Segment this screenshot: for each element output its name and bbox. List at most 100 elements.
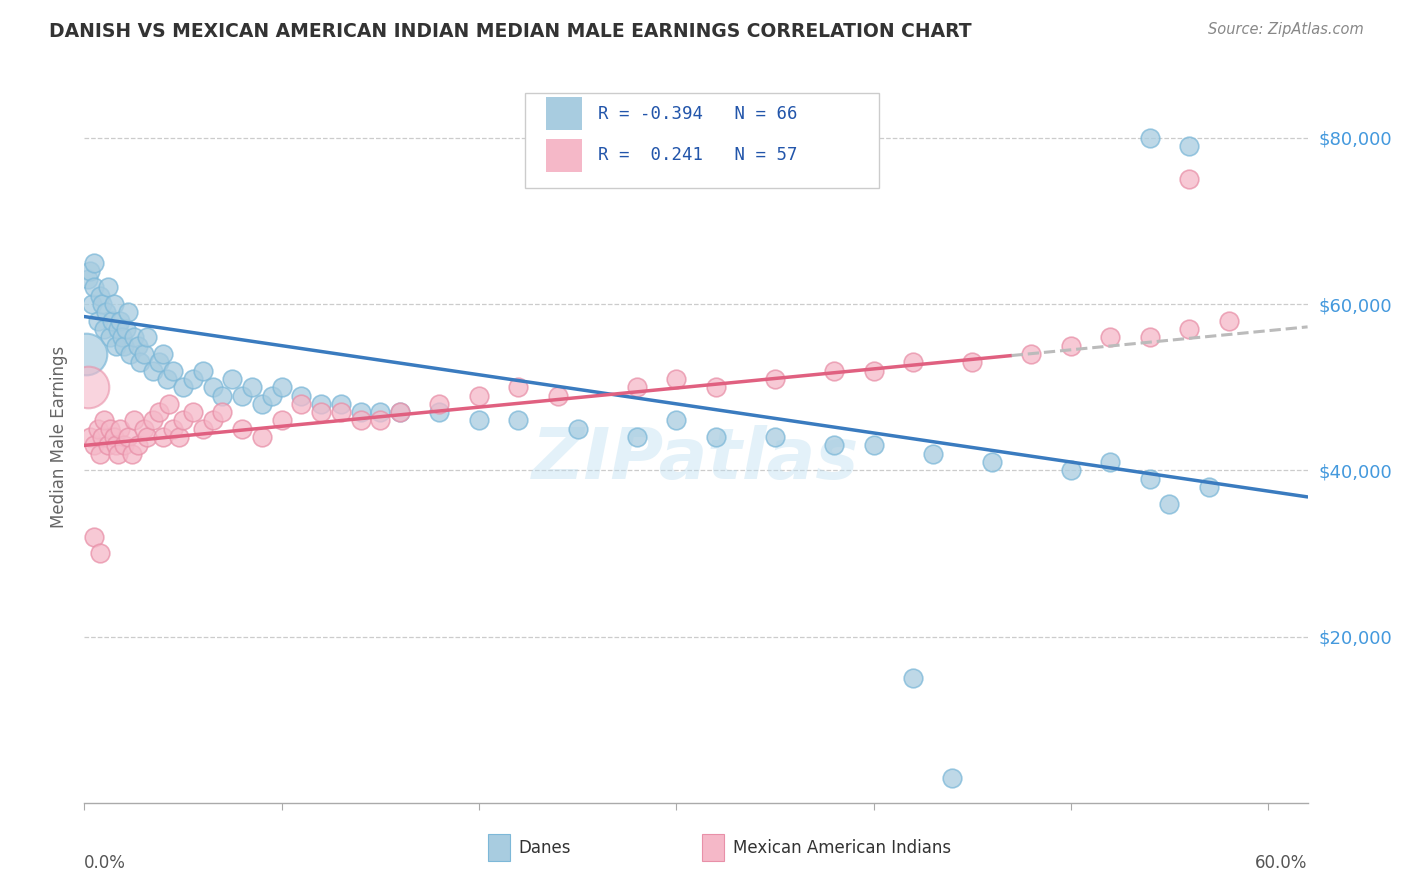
- Point: [389, 405, 412, 419]
- Point: [104, 438, 127, 452]
- Point: [1178, 322, 1201, 336]
- Point: [79, 430, 101, 444]
- Point: [107, 447, 129, 461]
- Point: [77, 380, 100, 394]
- Point: [665, 372, 688, 386]
- Text: Source: ZipAtlas.com: Source: ZipAtlas.com: [1208, 22, 1364, 37]
- Point: [111, 330, 134, 344]
- Text: DANISH VS MEXICAN AMERICAN INDIAN MEDIAN MALE EARNINGS CORRELATION CHART: DANISH VS MEXICAN AMERICAN INDIAN MEDIAN…: [49, 22, 972, 41]
- Point: [921, 447, 943, 461]
- Point: [250, 430, 273, 444]
- Point: [114, 322, 136, 336]
- Point: [91, 430, 114, 444]
- Point: [823, 438, 845, 452]
- Point: [309, 405, 332, 419]
- Point: [1099, 330, 1122, 344]
- Text: 60.0%: 60.0%: [1256, 854, 1308, 872]
- Point: [117, 430, 139, 444]
- Point: [172, 413, 194, 427]
- Point: [1178, 172, 1201, 186]
- Point: [941, 771, 963, 785]
- Bar: [546, 97, 582, 130]
- Point: [103, 430, 125, 444]
- Point: [91, 297, 114, 311]
- Point: [108, 422, 131, 436]
- Point: [763, 372, 786, 386]
- Point: [117, 305, 139, 319]
- Point: [349, 405, 371, 419]
- Point: [1139, 330, 1161, 344]
- Point: [980, 455, 1002, 469]
- Point: [181, 372, 204, 386]
- Point: [89, 289, 111, 303]
- Point: [152, 430, 174, 444]
- Point: [211, 405, 233, 419]
- FancyBboxPatch shape: [524, 94, 880, 188]
- Point: [142, 363, 165, 377]
- Point: [132, 347, 155, 361]
- Point: [148, 405, 170, 419]
- Point: [97, 438, 120, 452]
- Point: [1218, 314, 1240, 328]
- Bar: [702, 833, 724, 862]
- Point: [103, 297, 125, 311]
- Point: [901, 355, 924, 369]
- Point: [240, 380, 263, 394]
- Point: [1060, 463, 1083, 477]
- Point: [132, 422, 155, 436]
- Point: [270, 380, 292, 394]
- Point: [94, 305, 117, 319]
- Point: [231, 422, 253, 436]
- Text: Danes: Danes: [519, 839, 571, 857]
- Point: [1021, 347, 1043, 361]
- Point: [368, 413, 391, 427]
- Point: [823, 363, 845, 377]
- Point: [349, 413, 371, 427]
- Point: [148, 355, 170, 369]
- Bar: [546, 138, 582, 171]
- Text: R =  0.241   N = 57: R = 0.241 N = 57: [598, 146, 797, 164]
- Point: [75, 347, 97, 361]
- Point: [136, 430, 159, 444]
- Point: [1139, 131, 1161, 145]
- Point: [83, 438, 105, 452]
- Point: [93, 413, 115, 427]
- Point: [862, 438, 884, 452]
- Text: Mexican American Indians: Mexican American Indians: [733, 839, 950, 857]
- Point: [468, 413, 491, 427]
- Text: 0.0%: 0.0%: [84, 854, 127, 872]
- Point: [1060, 338, 1083, 352]
- Point: [79, 264, 101, 278]
- Point: [290, 388, 312, 402]
- Point: [960, 355, 983, 369]
- Point: [152, 347, 174, 361]
- Point: [508, 413, 530, 427]
- Point: [127, 338, 149, 352]
- Point: [122, 413, 145, 427]
- Point: [260, 388, 283, 402]
- Point: [89, 546, 111, 560]
- Point: [547, 388, 569, 402]
- Point: [567, 422, 589, 436]
- Point: [763, 430, 786, 444]
- Point: [101, 314, 124, 328]
- Point: [1198, 480, 1220, 494]
- Point: [112, 338, 135, 352]
- Point: [211, 388, 233, 402]
- Point: [167, 430, 190, 444]
- Point: [191, 363, 214, 377]
- Point: [309, 397, 332, 411]
- Point: [250, 397, 273, 411]
- Point: [429, 397, 451, 411]
- Point: [108, 314, 131, 328]
- Point: [98, 330, 121, 344]
- Point: [201, 380, 224, 394]
- Point: [142, 413, 165, 427]
- Point: [83, 280, 105, 294]
- Point: [82, 297, 104, 311]
- Point: [290, 397, 312, 411]
- Point: [901, 671, 924, 685]
- Point: [270, 413, 292, 427]
- Bar: [488, 833, 510, 862]
- Point: [122, 330, 145, 344]
